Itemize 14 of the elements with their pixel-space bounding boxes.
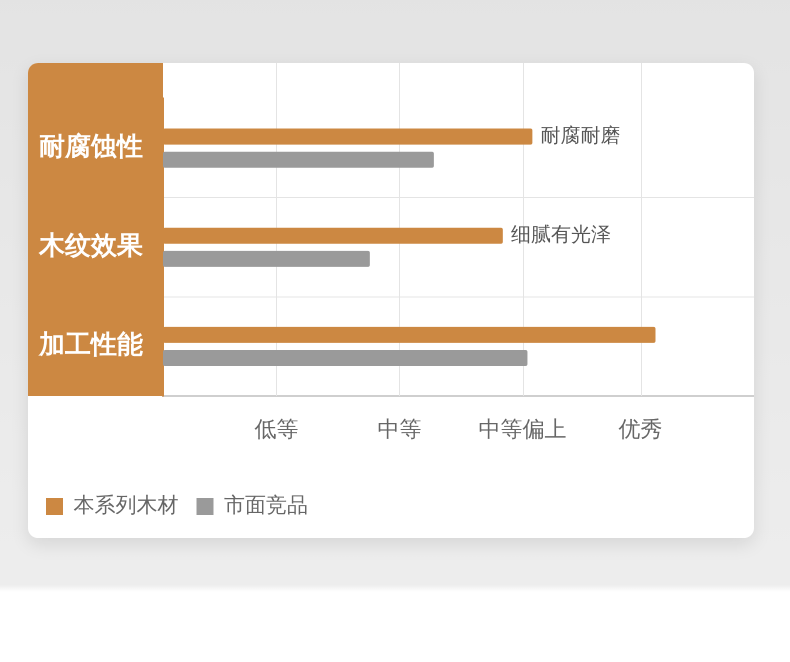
legend-label: 本系列木材	[74, 492, 178, 517]
y-tick-label: 加工性能	[38, 330, 143, 360]
annotation: 耐腐耐磨	[540, 122, 620, 147]
annotation: 细腻有光泽	[510, 222, 611, 246]
bar	[163, 152, 434, 168]
bar	[163, 250, 370, 267]
ref-line-label: 低等	[254, 418, 298, 443]
y-tick-label: 木纹效果	[38, 231, 143, 262]
ref-line-label: 中等偏上	[478, 418, 567, 443]
legend-label: 市面竞品	[224, 492, 308, 517]
ref-line-label: 优秀	[618, 418, 663, 443]
ref-line-label: 中等	[377, 418, 422, 443]
bar	[163, 350, 528, 366]
y-tick-label: 耐腐蚀性	[39, 132, 143, 162]
